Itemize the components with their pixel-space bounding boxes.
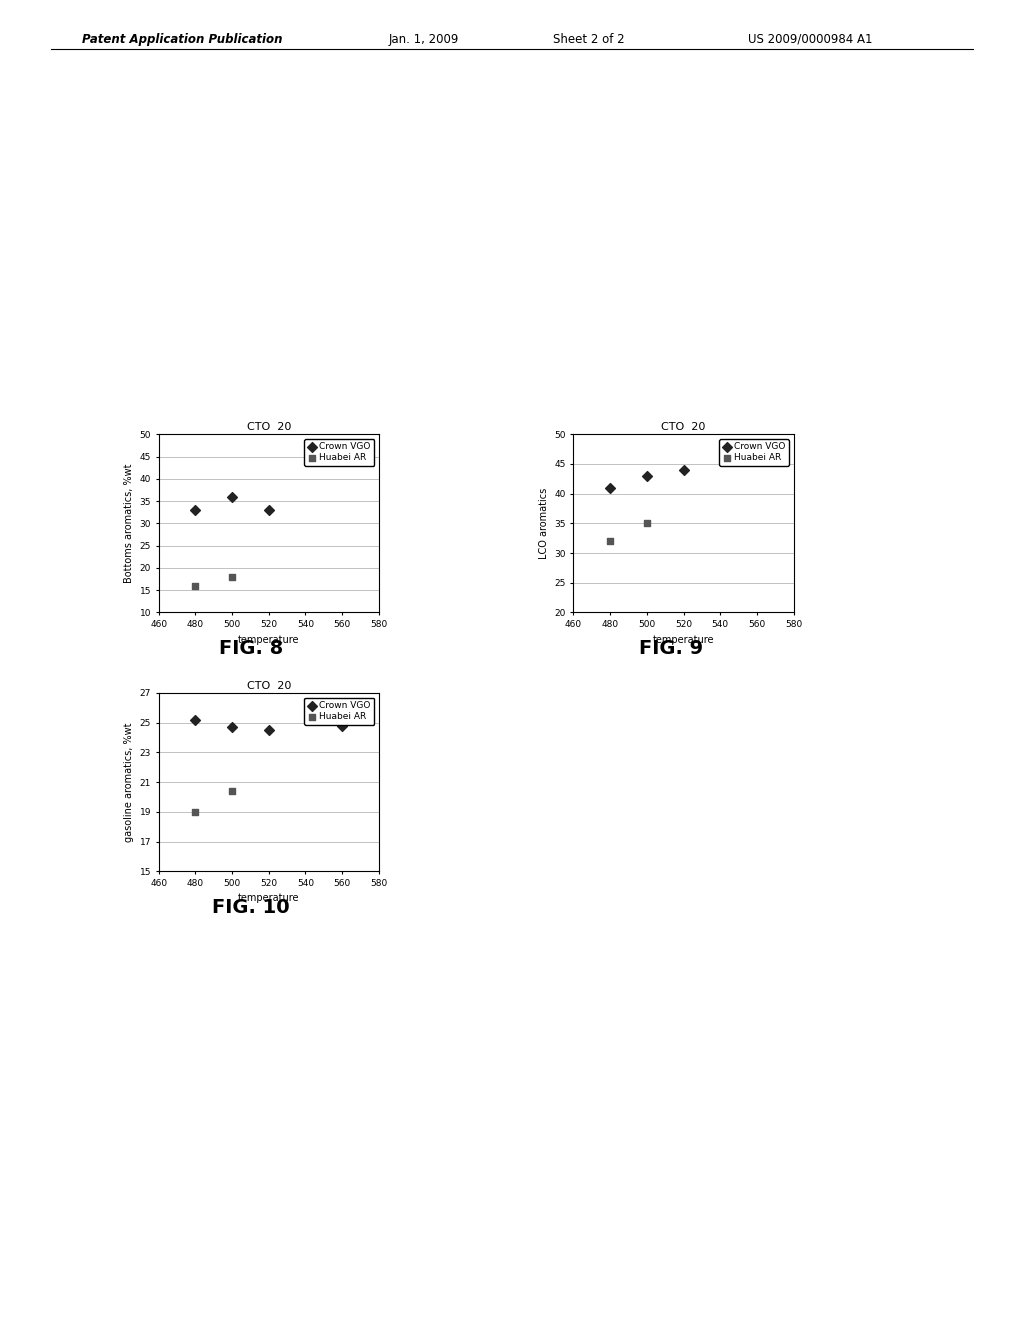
Y-axis label: gasoline aromatics, %wt: gasoline aromatics, %wt <box>124 722 134 842</box>
Huabei AR <box>187 576 204 597</box>
X-axis label: temperature: temperature <box>652 635 715 644</box>
Huabei AR <box>187 801 204 822</box>
X-axis label: temperature: temperature <box>238 894 300 903</box>
Text: FIG. 9: FIG. 9 <box>639 639 702 657</box>
Text: FIG. 8: FIG. 8 <box>219 639 283 657</box>
Legend: Crown VGO, Huabei AR: Crown VGO, Huabei AR <box>719 438 790 466</box>
Legend: Crown VGO, Huabei AR: Crown VGO, Huabei AR <box>304 438 375 466</box>
Legend: Crown VGO, Huabei AR: Crown VGO, Huabei AR <box>304 697 375 725</box>
Crown VGO <box>224 486 241 507</box>
Y-axis label: LCO aromatics: LCO aromatics <box>539 488 549 558</box>
X-axis label: temperature: temperature <box>238 635 300 644</box>
Crown VGO <box>260 499 276 520</box>
Y-axis label: Bottoms aromatics, %wt: Bottoms aromatics, %wt <box>124 463 134 583</box>
Text: Sheet 2 of 2: Sheet 2 of 2 <box>553 33 625 46</box>
Text: FIG. 10: FIG. 10 <box>212 898 290 916</box>
Crown VGO <box>187 709 204 730</box>
Crown VGO <box>602 478 618 499</box>
Title: CTO  20: CTO 20 <box>662 422 706 432</box>
Huabei AR <box>224 780 241 801</box>
Title: CTO  20: CTO 20 <box>247 681 291 690</box>
Huabei AR <box>602 531 618 552</box>
Crown VGO <box>334 715 350 737</box>
Crown VGO <box>749 441 765 462</box>
Crown VGO <box>260 719 276 741</box>
Crown VGO <box>639 465 655 486</box>
Crown VGO <box>676 459 692 480</box>
Text: US 2009/0000984 A1: US 2009/0000984 A1 <box>748 33 872 46</box>
Huabei AR <box>639 512 655 533</box>
Text: Patent Application Publication: Patent Application Publication <box>82 33 283 46</box>
Crown VGO <box>224 717 241 738</box>
Crown VGO <box>187 499 204 520</box>
Crown VGO <box>334 437 350 458</box>
Title: CTO  20: CTO 20 <box>247 422 291 432</box>
Text: Jan. 1, 2009: Jan. 1, 2009 <box>389 33 460 46</box>
Huabei AR <box>224 566 241 587</box>
